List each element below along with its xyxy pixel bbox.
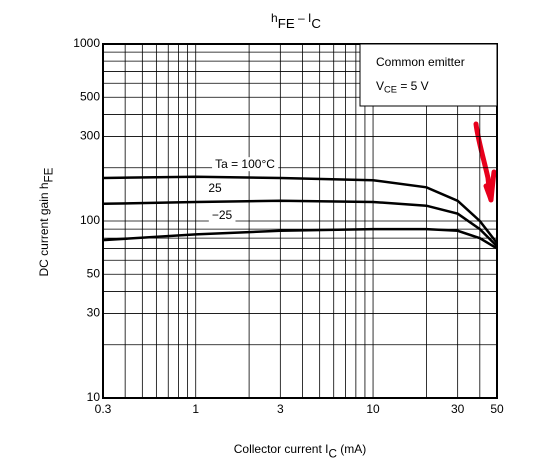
- x-axis-label: Collector current IC (mA): [234, 442, 366, 460]
- annotation-part: CE: [384, 85, 397, 95]
- chart-title-part: h: [271, 11, 278, 25]
- y-tick-label: 100: [80, 213, 100, 227]
- x-axis-label-part: (mA): [337, 442, 366, 456]
- series-label: −25: [212, 208, 233, 222]
- y-tick-label: 30: [87, 306, 101, 320]
- chart-title: hFE – IC: [271, 11, 321, 30]
- series-label-bg: [208, 208, 236, 223]
- y-tick-label: 10: [87, 390, 101, 404]
- x-tick-label: 1: [192, 402, 199, 416]
- series-line: [102, 227, 498, 250]
- y-axis-label-part: DC current gain h: [37, 182, 51, 276]
- x-tick-label: 10: [366, 402, 380, 416]
- y-axis-label: DC current gain hFE: [37, 167, 55, 276]
- series-label-bg: [205, 181, 225, 196]
- x-tick-label: 50: [490, 402, 504, 416]
- annotation-part: = 5 V: [397, 79, 429, 93]
- y-tick-label: 1000: [73, 36, 100, 50]
- chart-title-part: C: [311, 16, 321, 31]
- chart-title-part: – I: [295, 11, 312, 25]
- annotation-box: [359, 43, 498, 107]
- series-label: Ta = 100°C: [215, 157, 275, 171]
- x-axis-label-part: C: [328, 448, 336, 461]
- annotation: VCE = 5 V: [376, 79, 429, 95]
- annotation: Common emitter: [376, 55, 465, 69]
- plot-frame: [102, 43, 498, 399]
- series-line: [102, 199, 498, 248]
- x-tick-label: 30: [451, 402, 465, 416]
- annotation-part: V: [376, 79, 384, 93]
- series-line: [102, 175, 498, 244]
- hand-drawn-arrow: [473, 121, 497, 203]
- y-tick-label: 300: [80, 129, 100, 143]
- series-label: 25: [208, 181, 222, 195]
- x-tick-label: 3: [277, 402, 284, 416]
- x-axis-label-part: Collector current I: [234, 442, 329, 456]
- x-tick-label: 0.3: [95, 402, 112, 416]
- y-axis-label-part: FE: [43, 167, 56, 182]
- y-tick-label: 50: [87, 266, 101, 280]
- chart-title-part: FE: [278, 16, 295, 31]
- series-label-bg: [212, 157, 279, 172]
- y-tick-label: 500: [80, 89, 100, 103]
